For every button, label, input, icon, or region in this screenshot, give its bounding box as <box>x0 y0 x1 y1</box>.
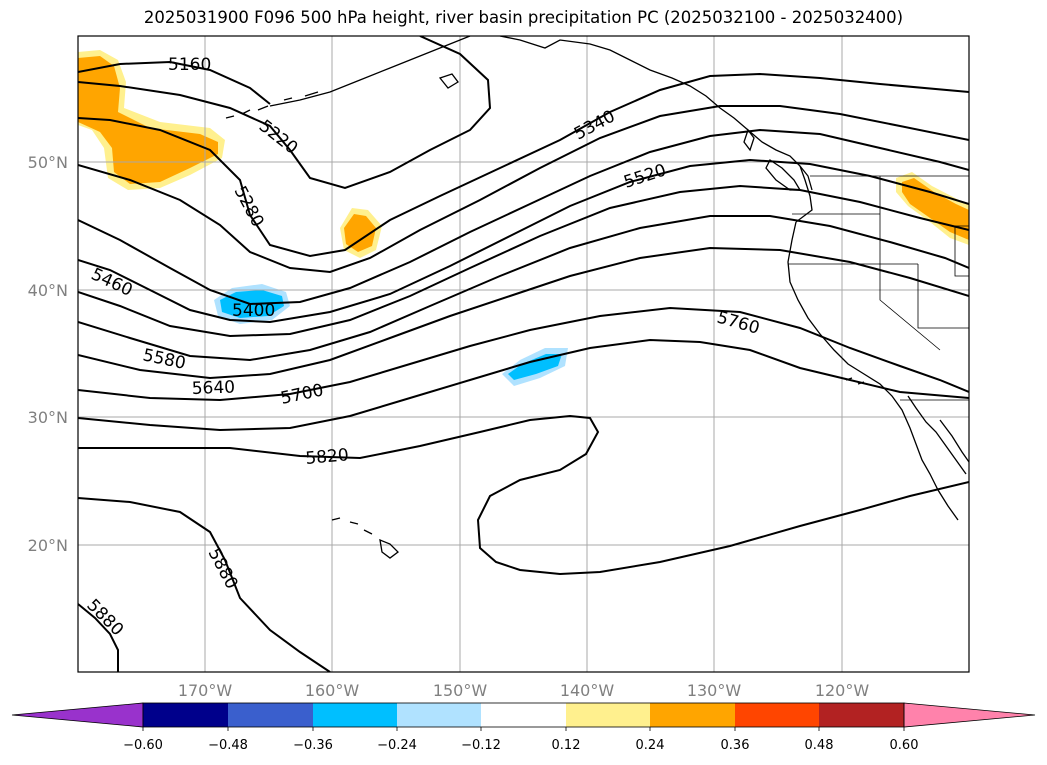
contour-5520 <box>78 184 969 338</box>
lon-label: 120°W <box>815 681 870 700</box>
contour-5820 <box>78 414 969 576</box>
lat-label: 20°N <box>28 536 68 555</box>
coastlines <box>225 36 969 559</box>
graticule <box>78 36 969 672</box>
colorbar-swatch <box>735 703 819 727</box>
nevada-border <box>917 264 969 329</box>
colorbar-tick-label: −0.24 <box>377 738 417 753</box>
lat-label: 50°N <box>28 153 68 172</box>
negative-anomaly <box>508 354 562 380</box>
colorbar-tick-label: −0.12 <box>461 738 501 753</box>
contour-5220 <box>78 36 492 190</box>
contour-5880-a <box>78 497 331 672</box>
lon-label: 170°W <box>178 681 233 700</box>
contour-5340 <box>78 105 969 274</box>
positive-anomaly <box>344 214 376 252</box>
contour-5280 <box>78 72 969 258</box>
contour-5400 <box>78 128 969 306</box>
contour-5760 <box>78 338 969 432</box>
colorbar-extend-right <box>903 702 1036 728</box>
positive-anomaly <box>902 178 969 240</box>
longitude-labels: 170°W 160°W 150°W 140°W 130°W 120°W <box>178 681 870 700</box>
colorbar-swatch <box>481 703 566 727</box>
contour-5580 <box>78 215 969 362</box>
colorbar-swatch <box>566 703 650 727</box>
colorbar-swatch <box>313 703 397 727</box>
lon-label: 140°W <box>560 681 615 700</box>
political-borders <box>788 175 969 401</box>
height-contours <box>78 36 969 672</box>
baja-california <box>907 395 967 475</box>
colorbar-swatch <box>819 703 904 727</box>
colorbar-tick-label: −0.48 <box>208 738 248 753</box>
latitude-labels: 50°N 40°N 30°N 20°N <box>28 153 68 555</box>
colorbar-extend-left <box>11 702 144 728</box>
contour-5640 <box>78 246 969 380</box>
contour-5880-b <box>78 603 119 672</box>
map-title: 2025031900 F096 500 hPa height, river ba… <box>143 8 904 27</box>
map-area: 5160 5220 5280 5340 5400 5460 5520 5580 … <box>78 36 969 672</box>
colorbar-swatch <box>143 703 228 727</box>
contour-5460 <box>78 158 969 324</box>
contour-label: 5640 <box>191 377 235 398</box>
lon-label: 150°W <box>433 681 488 700</box>
kodiak-island <box>438 73 459 89</box>
contour-label: 5820 <box>305 445 350 469</box>
contour-label: 5400 <box>232 301 275 321</box>
colorbar-swatch <box>650 703 735 727</box>
aleutian-islands <box>225 91 319 119</box>
colorbar-tick-label: 0.36 <box>721 738 750 753</box>
contour-5160 <box>78 60 271 105</box>
lat-label: 40°N <box>28 281 68 300</box>
contour-label: 5160 <box>168 55 211 75</box>
lon-label: 130°W <box>687 681 742 700</box>
map-frame <box>77 35 970 673</box>
us-west-coast <box>787 221 959 521</box>
haida-gwaii <box>743 128 755 152</box>
colorbar-swatch <box>397 703 481 727</box>
colorbar-tick-label: 0.48 <box>805 738 834 753</box>
lat-label: 30°N <box>28 408 68 427</box>
montana-box <box>954 225 969 277</box>
positive-anomaly <box>78 56 218 184</box>
lon-label: 160°W <box>305 681 360 700</box>
colorbar-tick-label: −0.60 <box>123 738 163 753</box>
california-nevada-diagonal <box>879 264 941 351</box>
colorbar-ticks <box>142 727 905 731</box>
contour-5700 <box>78 306 969 402</box>
colorbar: −0.60 −0.48 −0.36 −0.24 −0.12 0.12 0.24 … <box>11 702 1036 753</box>
colorbar-swatch <box>228 703 313 727</box>
colorbar-tick-label: −0.36 <box>293 738 333 753</box>
colorbar-tick-label: 0.12 <box>552 738 581 753</box>
alaska-peninsula <box>269 36 471 107</box>
colorbar-tick-label: 0.24 <box>636 738 665 753</box>
hawaii-islands <box>331 517 399 559</box>
alaska-coast <box>499 36 813 191</box>
colorbar-tick-label: 0.60 <box>890 738 919 753</box>
gulf-california-coast <box>939 419 969 463</box>
